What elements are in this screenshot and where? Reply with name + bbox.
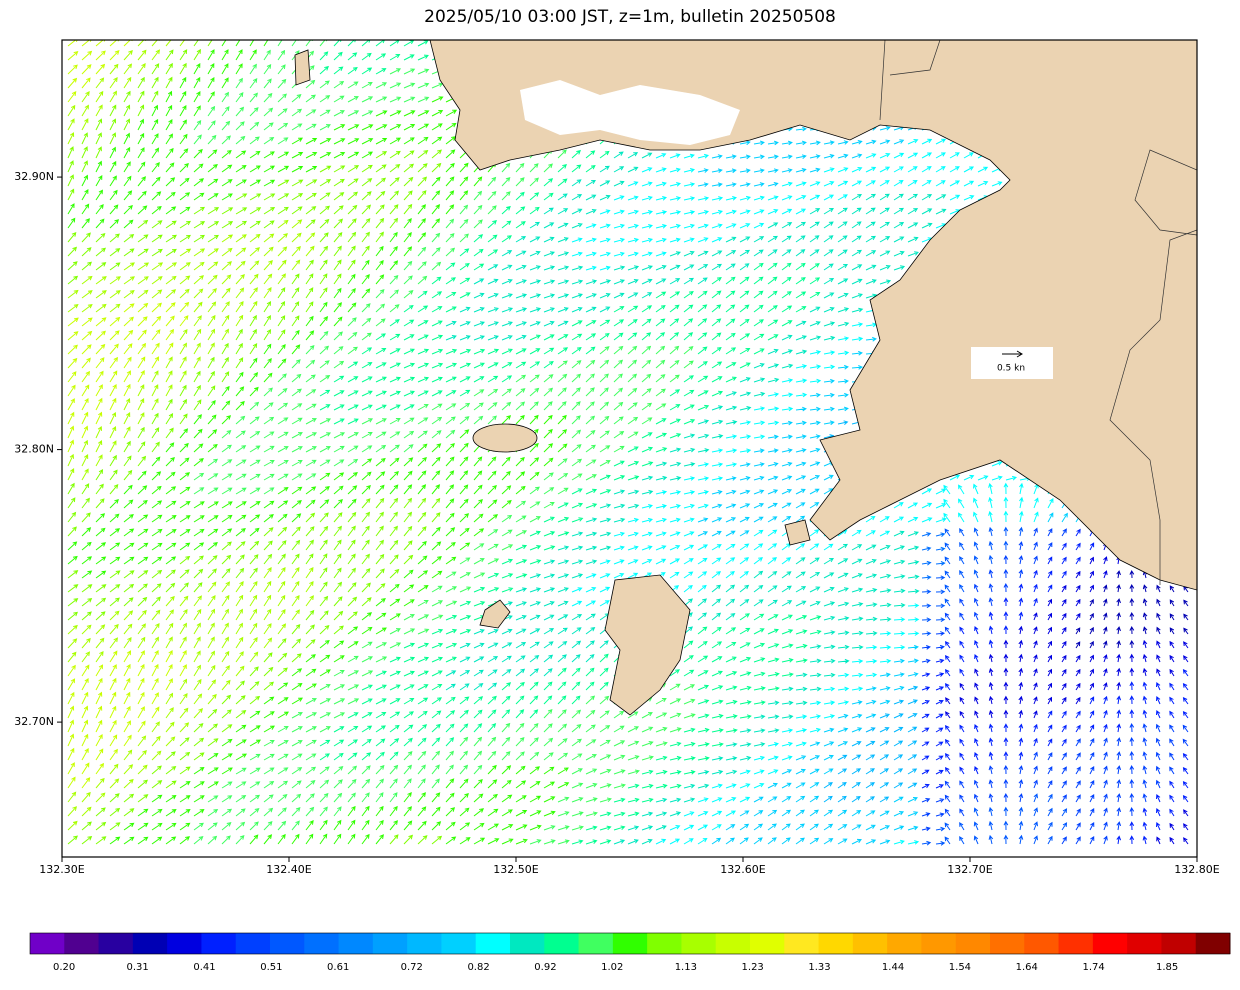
colorbar-swatch <box>1195 933 1231 954</box>
colorbar-label: 1.23 <box>742 962 764 973</box>
land <box>429 40 1197 591</box>
colorbar-swatch <box>818 933 854 954</box>
x-tick-label: 132.60E <box>720 863 765 876</box>
colorbar-swatch <box>921 933 957 954</box>
colorbar-label: 1.33 <box>808 962 830 973</box>
current-arrows <box>921 532 946 580</box>
colorbar-swatch <box>647 933 682 954</box>
x-tick-label: 132.50E <box>493 863 538 876</box>
current-arrows <box>921 527 1189 845</box>
colorbar-swatch <box>1127 933 1162 954</box>
colorbar-swatch <box>441 933 477 954</box>
island <box>784 519 811 546</box>
current-arrows <box>67 40 316 831</box>
colorbar-swatch <box>784 933 820 954</box>
colorbar-label: 0.20 <box>53 962 75 973</box>
scale-arrow <box>1002 350 1023 358</box>
colorbar-swatch <box>510 933 545 954</box>
island <box>479 599 511 629</box>
current-arrows <box>921 527 1189 845</box>
colorbar-swatch <box>372 933 408 954</box>
colorbar-swatch <box>98 933 134 954</box>
colorbar-swatch <box>990 933 1025 954</box>
map-frame <box>61 39 1198 858</box>
colorbar-label: 0.41 <box>193 962 215 973</box>
colorbar-swatch <box>64 933 100 954</box>
colorbar-swatch <box>132 933 168 954</box>
colorbar-swatch <box>544 933 580 954</box>
colorbar-label: 0.51 <box>260 962 282 973</box>
colorbar-swatch <box>201 933 237 954</box>
colorbar-label: 0.31 <box>126 962 148 973</box>
colorbar-swatch <box>407 933 442 954</box>
colorbar-label: 0.72 <box>401 962 423 973</box>
colorbar-swatch <box>1058 933 1094 954</box>
colorbar-swatch <box>1161 933 1197 954</box>
scale-box <box>971 347 1053 379</box>
x-tick-label: 132.30E <box>39 863 84 876</box>
colorbar-swatch <box>1092 933 1128 954</box>
map-title: 2025/05/10 03:00 JST, z=1m, bulletin 202… <box>424 7 836 27</box>
colorbar-swatch <box>715 933 751 954</box>
current-arrows <box>193 40 696 845</box>
colorbar-label: 0.61 <box>327 962 349 973</box>
colorbar-label: 1.44 <box>882 962 904 973</box>
current-arrows <box>921 526 1068 846</box>
current-arrows <box>67 40 190 789</box>
colorbar-label: 0.92 <box>534 962 556 973</box>
island <box>604 574 691 716</box>
colorbar-label: 1.13 <box>675 962 697 973</box>
y-tick-label: 32.80N <box>14 443 54 456</box>
colorbar-swatch <box>955 933 991 954</box>
colorbar-swatch <box>1024 933 1060 954</box>
x-tick-label: 132.40E <box>266 863 311 876</box>
colorbar-label: 1.85 <box>1156 962 1178 973</box>
colorbar-swatch <box>750 933 785 954</box>
colorbar-label: 1.54 <box>949 962 971 973</box>
colorbar-swatch <box>681 933 717 954</box>
bay <box>520 80 740 145</box>
colorbar-swatch <box>235 933 271 954</box>
island <box>294 49 311 86</box>
colorbar-swatch <box>578 933 614 954</box>
colorbar-swatch <box>270 933 305 954</box>
x-tick-label: 132.70E <box>947 863 992 876</box>
map-area <box>67 40 1197 846</box>
colorbar-swatch <box>852 933 888 954</box>
current-arrows <box>67 40 443 845</box>
current-arrows <box>319 40 822 845</box>
x-tick-label: 132.80E <box>1174 863 1219 876</box>
boundary <box>879 40 1197 585</box>
colorbar-swatch <box>338 933 374 954</box>
island <box>472 423 538 453</box>
colorbar-frame <box>29 932 1231 955</box>
colorbar-swatch <box>887 933 922 954</box>
colorbar: 0.20 0.31 0.41 0.51 0.61 0.72 0.82 0.92 1.02 1.13… <box>29 932 1231 973</box>
colorbar-label: 1.02 <box>601 962 623 973</box>
colorbar-swatch <box>167 933 202 954</box>
y-tick-label: 32.90N <box>14 170 54 183</box>
colorbar-swatch <box>304 933 340 954</box>
colorbar-label: 1.64 <box>1016 962 1038 973</box>
y-tick-label: 32.70N <box>14 715 54 728</box>
colorbar-swatch <box>612 933 648 954</box>
colorbar-label: 0.82 <box>467 962 489 973</box>
colorbar-swatch <box>30 933 65 954</box>
colorbar-swatch <box>475 933 511 954</box>
axes: 132.30E 132.40E 132.50E 132.60E 132.70E 132.8… <box>14 170 1219 876</box>
scale-label: 0.5 kn <box>997 364 1025 374</box>
colorbar-label: 1.74 <box>1082 962 1104 973</box>
